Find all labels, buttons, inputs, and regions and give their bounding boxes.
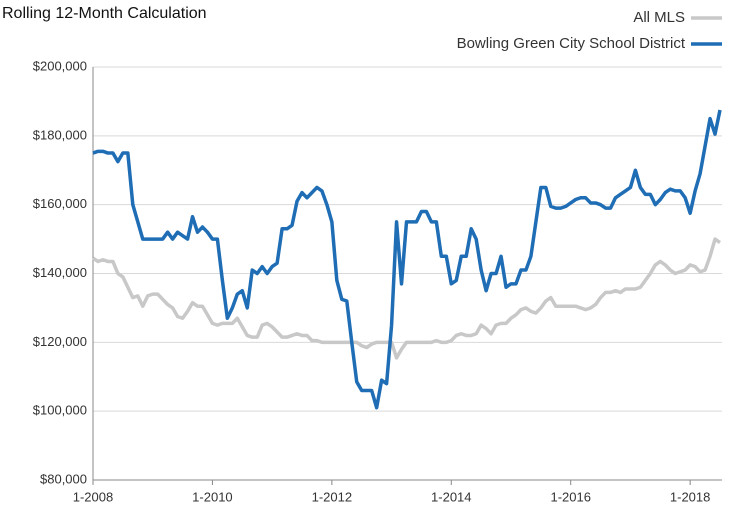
x-tick-label: 1-2014: [431, 489, 471, 504]
x-tick-label: 1-2010: [192, 489, 232, 504]
x-tick-label: 1-2018: [670, 489, 710, 504]
x-tick-label: 1-2012: [312, 489, 352, 504]
series-line: [92, 237, 721, 360]
y-tick-label: $140,000: [33, 265, 87, 280]
chart-title: Rolling 12-Month Calculation: [2, 5, 207, 22]
y-tick-label: $200,000: [33, 58, 87, 73]
x-tick-label: 1-2008: [73, 489, 113, 504]
y-tick-label: $120,000: [33, 334, 87, 349]
y-tick-label: $180,000: [33, 127, 87, 142]
x-tick-label: 1-2016: [550, 489, 590, 504]
y-tick-label: $160,000: [33, 196, 87, 211]
y-tick-label: $100,000: [33, 403, 87, 418]
legend-label: All MLS: [633, 9, 685, 26]
series-line: [92, 109, 722, 410]
y-tick-label: $80,000: [40, 471, 87, 486]
legend-label: Bowling Green City School District: [457, 35, 686, 52]
